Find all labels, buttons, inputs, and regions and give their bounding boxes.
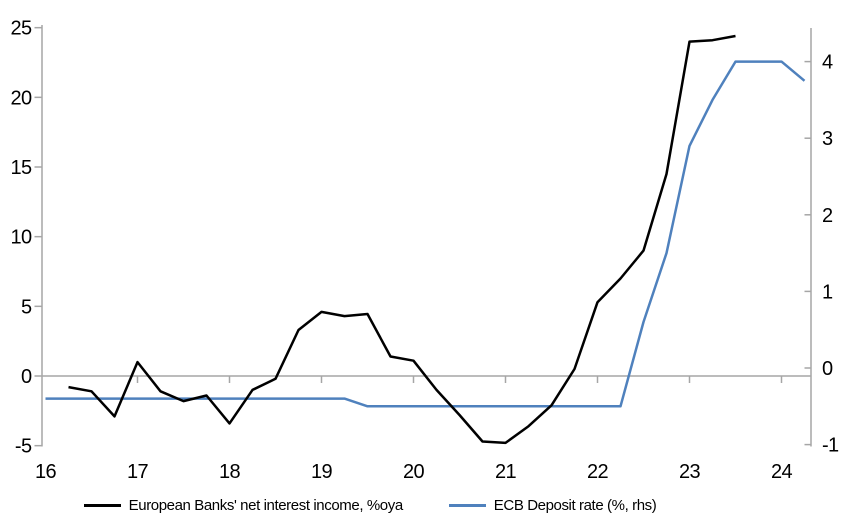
x-axis-tick-label: 22	[587, 461, 609, 483]
left-axis-tick-label: 0	[21, 366, 32, 388]
legend-item-net-interest-income: European Banks' net interest income, %oy…	[83, 497, 404, 514]
chart-legend: European Banks' net interest income, %oy…	[0, 497, 796, 514]
left-axis-tick-label: 15	[10, 157, 32, 179]
x-axis-tick-label: 21	[495, 461, 517, 483]
left-axis-tick-label: -5	[15, 436, 32, 458]
right-axis-tick-label: 0	[822, 358, 833, 380]
legend-label: European Banks' net interest income, %oy…	[128, 497, 404, 514]
left-axis-tick-label: 20	[10, 87, 32, 109]
x-axis-tick-label: 19	[311, 461, 333, 483]
legend-item-ecb-deposit-rate: ECB Deposit rate (%, rhs)	[448, 497, 657, 514]
black-line-swatch-icon	[83, 504, 121, 507]
left-axis-tick-label: 5	[21, 296, 32, 318]
ecb-deposit-rate-line	[45, 60, 806, 408]
right-axis-tick-label: -1	[822, 435, 839, 457]
blue-line-swatch-icon	[448, 504, 486, 507]
right-axis-tick-label: 1	[822, 281, 833, 303]
x-axis-tick-label: 17	[127, 461, 149, 483]
x-axis-tick-label: 20	[403, 461, 425, 483]
left-axis-tick-label: 25	[10, 18, 32, 40]
x-axis-tick-label: 24	[771, 461, 793, 483]
right-axis-tick-label: 2	[822, 205, 833, 227]
left-axis-tick-label: 10	[10, 227, 32, 249]
x-axis-tick-label: 23	[679, 461, 701, 483]
right-axis-tick-label: 3	[822, 128, 833, 150]
x-axis-tick-label: 16	[35, 461, 57, 483]
legend-label: ECB Deposit rate (%, rhs)	[493, 497, 657, 514]
net-interest-income-line	[68, 34, 736, 445]
right-axis-tick-label: 4	[822, 52, 833, 74]
x-axis-tick-label: 18	[219, 461, 241, 483]
